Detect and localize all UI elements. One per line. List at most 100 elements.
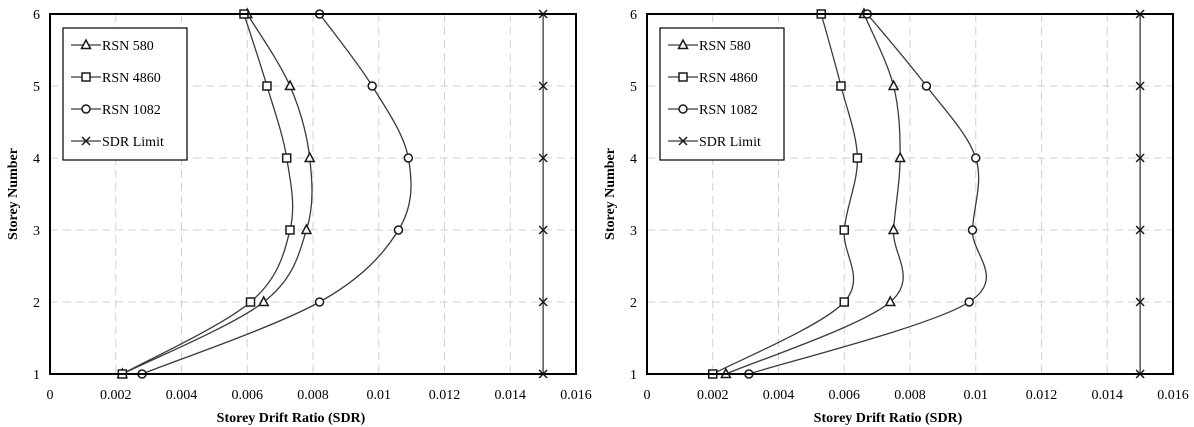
data-point [285,225,295,235]
y-tick-label: 6 [630,8,637,23]
x-tick-label: 0.002 [697,388,729,403]
y-tick-label: 4 [33,152,40,167]
x-tick-label: 0.016 [560,388,592,403]
legend-label: RSN 580 [699,39,751,54]
data-point [1135,153,1145,163]
legend-item: RSN 1082 [71,103,161,118]
data-point [303,151,316,163]
legend-item: RSN 580 [668,38,751,54]
series-rsn-1082 [744,9,987,379]
chart-panel-right: 0 0.002 0.004 0.006 0.008 0.01 0.012 0.014 0.016… [603,7,1189,426]
legend-label: RSN 1082 [699,103,758,118]
x-axis-title: Storey Drift Ratio (SDR) [217,411,366,426]
y-tick-label: 3 [33,224,40,239]
data-point [367,81,377,91]
legend-marker [81,72,91,82]
y-tick-label: 2 [33,296,40,311]
data-point [262,81,272,91]
x-tick-label: 0.012 [429,388,461,403]
legend-marker [678,136,688,146]
x-tick-label: 0.004 [763,388,795,403]
plot-frame [646,13,1174,375]
legend-marker [81,104,91,114]
series-sdr-limit [1135,9,1145,379]
data-point [887,79,900,91]
plot-frame [49,13,577,375]
y-axis-title: Storey Number [603,148,618,240]
data-point [284,79,296,91]
legend-item: RSN 580 [71,38,154,54]
data-point [839,297,849,307]
data-point [1135,81,1145,91]
data-point [967,225,978,235]
x-tick-label: 0.014 [1092,388,1124,403]
x-tick-label: 0.008 [297,388,329,403]
series-rsn-580 [720,7,906,379]
x-tick-label: 0.014 [495,388,527,403]
x-tick-label: 0.01 [367,388,392,403]
legend-item: RSN 4860 [668,71,758,86]
legend: RSN 580 RSN 4860 RSN 1082 SDR Limit [62,27,188,161]
y-tick-label: 5 [630,80,637,95]
y-tick-label: 1 [33,368,40,383]
chart-panel-left: 0 0.002 0.004 0.006 0.008 0.01 0.012 0.014 0.016… [6,7,592,426]
data-point [300,223,313,235]
legend-marker [80,38,92,50]
grid [647,14,1173,374]
data-point [964,297,974,307]
legend-marker [677,38,689,50]
data-point [971,153,981,163]
data-point [887,223,900,235]
legend-marker [678,104,688,114]
legend-label: SDR Limit [102,135,164,150]
x-tick-label: 0.006 [232,388,264,403]
x-tick-label: 0.01 [964,388,989,403]
data-point [884,295,897,307]
data-point [538,153,548,163]
legend-item: SDR Limit [71,135,164,150]
data-point [1135,297,1145,307]
legend-label: RSN 4860 [699,71,758,86]
legend: RSN 580 RSN 4860 RSN 1082 SDR Limit [659,27,785,161]
legend-label: SDR Limit [699,135,761,150]
x-tick-label: 0.016 [1157,388,1189,403]
data-point [538,225,548,235]
data-point [852,153,863,163]
y-tick-label: 6 [33,8,40,23]
legend-marker [81,136,91,146]
legend-label: RSN 580 [102,39,154,54]
data-point [314,297,325,307]
data-point [245,297,256,307]
x-tick-label: 0 [47,388,54,403]
x-tick-label: 0.004 [166,388,198,403]
legend-item: RSN 4860 [71,71,161,86]
series-rsn-1082 [137,9,414,379]
data-point [894,151,906,163]
data-point [538,81,548,91]
x-tick-label: 0 [644,388,651,403]
legend-label: RSN 4860 [102,71,161,86]
y-axis-title: Storey Number [6,148,21,240]
data-point [403,153,414,163]
data-point [281,153,292,163]
data-point [538,297,548,307]
data-point [393,225,404,235]
y-tick-label: 1 [630,368,637,383]
y-tick-label: 2 [630,296,637,311]
y-tick-label: 3 [630,224,637,239]
data-point [257,295,270,307]
x-axis-title: Storey Drift Ratio (SDR) [814,411,963,426]
x-tick-label: 0.002 [100,388,132,403]
legend-label: RSN 1082 [102,103,161,118]
series-line [122,13,313,375]
data-point [921,81,932,91]
data-point [1135,225,1145,235]
y-tick-label: 5 [33,80,40,95]
x-tick-label: 0.006 [829,388,861,403]
legend-marker [678,72,688,82]
data-point [839,225,849,235]
x-tick-label: 0.012 [1026,388,1058,403]
y-tick-label: 4 [630,152,637,167]
legend-item: RSN 1082 [668,103,758,118]
